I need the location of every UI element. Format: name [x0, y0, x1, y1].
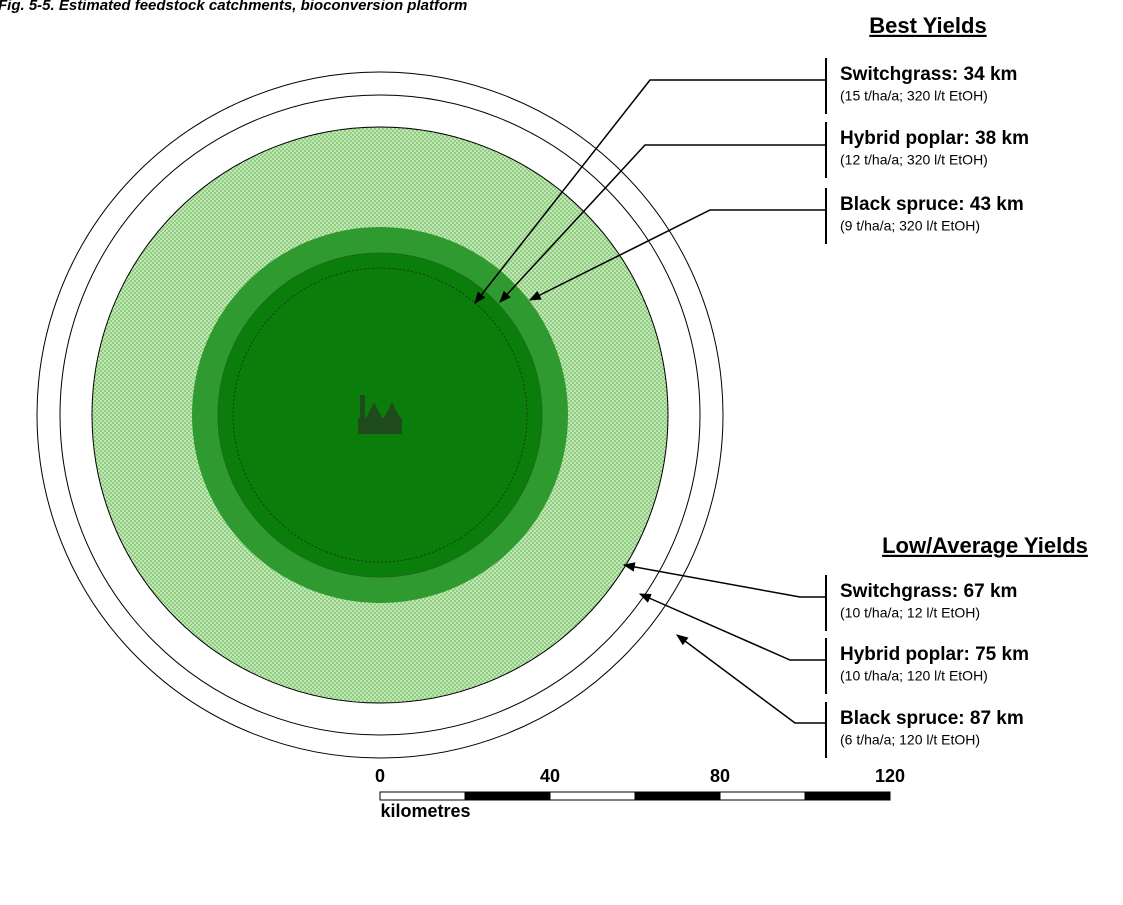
scale-tick-label: 40 — [540, 766, 560, 786]
label-group: Switchgrass: 34 km (15 t/ha/a; 320 l/t Et… — [825, 58, 1029, 758]
scale-segment — [719, 791, 806, 801]
scale-segment — [379, 791, 466, 801]
item-detail: (6 t/ha/a; 120 l/t EtOH) — [840, 732, 980, 748]
low-heading: Low/Average Yields — [882, 533, 1088, 558]
arrows — [474, 79, 826, 724]
item-detail: (10 t/ha/a; 120 l/t EtOH) — [840, 668, 988, 684]
best-heading: Best Yields — [869, 13, 986, 38]
factory-icon — [358, 395, 402, 434]
scale-tick-label: 120 — [875, 766, 905, 786]
item-label: Switchgrass: 67 km — [840, 581, 1017, 602]
scale-segment — [549, 791, 636, 801]
item-detail: (10 t/ha/a; 12 l/t EtOH) — [840, 605, 980, 621]
scale-segment — [464, 791, 551, 801]
item-label: Switchgrass: 34 km — [840, 64, 1017, 85]
scale-unit: kilometres — [380, 801, 470, 821]
item-label: Black spruce: 87 km — [840, 708, 1024, 729]
scale-tick-label: 80 — [710, 766, 730, 786]
scale-segment — [804, 791, 891, 801]
item-detail: (9 t/ha/a; 320 l/t EtOH) — [840, 218, 980, 234]
item-detail: (15 t/ha/a; 320 l/t EtOH) — [840, 88, 988, 104]
scale-bar: 0 40 80 120 kilometres — [375, 766, 905, 821]
item-label: Black spruce: 43 km — [840, 194, 1024, 215]
scale-tick-label: 0 — [375, 766, 385, 786]
item-detail: (12 t/ha/a; 320 l/t EtOH) — [840, 152, 988, 168]
item-label: Hybrid poplar: 38 km — [840, 128, 1029, 149]
title: Fig. 5-5. Estimated feedstock catchments… — [0, 0, 467, 14]
scale-segment — [634, 791, 721, 801]
item-label: Hybrid poplar: 75 km — [840, 644, 1029, 665]
